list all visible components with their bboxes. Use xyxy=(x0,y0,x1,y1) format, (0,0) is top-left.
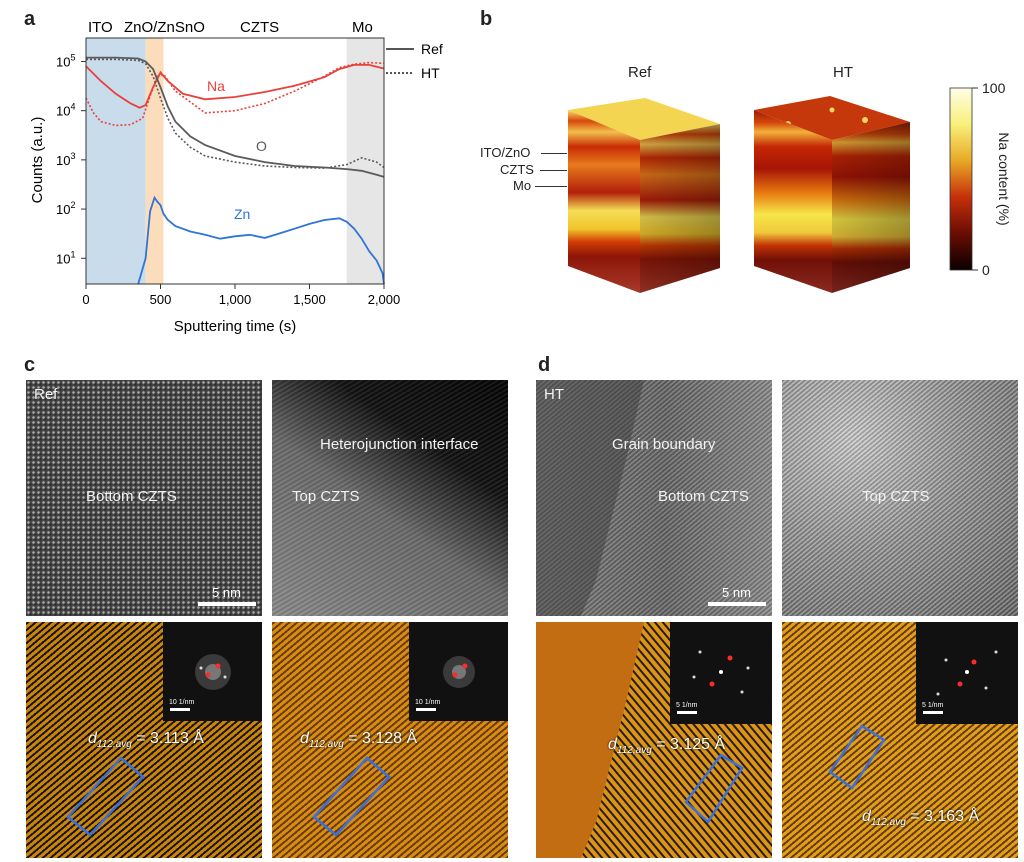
measurement-box-ref-bottom xyxy=(66,756,145,837)
y-tick-label: 102 xyxy=(56,200,75,217)
depth-profile-chart: 0 500 1,000 1,500 2,000 105 104 103 102 101 ITO Z… xyxy=(29,19,443,335)
layer-leader-2 xyxy=(540,170,567,171)
y-tick-label: 104 xyxy=(56,102,75,119)
measurement-box-ht-bottom xyxy=(684,753,744,824)
colorbar-max-label: 100 xyxy=(982,80,1006,96)
tem-ht-top-czts xyxy=(782,380,1018,616)
y-tick-label: 103 xyxy=(56,151,75,168)
ht-cube-top xyxy=(754,96,910,140)
scale-bar-label-ref: 5 nm xyxy=(212,585,241,600)
series-label-na: Na xyxy=(207,78,225,94)
tem-ht-bottom-czts xyxy=(536,380,772,616)
scale-bar-label-ht: 5 nm xyxy=(722,585,751,600)
panel-letter-a: a xyxy=(24,8,36,30)
y-tick-label: 105 xyxy=(56,52,75,69)
region-band-0 xyxy=(86,38,146,284)
d-spacing-ht-top: d112,avg = 3.163 Å xyxy=(862,808,980,828)
layer-leader-3 xyxy=(535,186,567,187)
region-label-mo: Mo xyxy=(352,19,373,36)
region-label-top-czts-ht: Top CZTS xyxy=(862,488,930,505)
d-spacing-ref-bottom: d112,avg = 3.113 Å xyxy=(88,730,204,750)
series-line-o-ref xyxy=(86,56,385,178)
colorbar xyxy=(949,87,973,271)
fft-scale-label-ref-bottom: 10 1/nm xyxy=(169,699,195,706)
grain-boundary-label: Grain boundary xyxy=(612,436,716,453)
layer-regions xyxy=(86,38,384,284)
region-band-1 xyxy=(145,38,164,284)
x-tick-label: 500 xyxy=(150,292,172,307)
grain-boundary-overlay xyxy=(536,380,644,616)
fft-scale-label-ht-top: 5 1/nm xyxy=(922,702,944,709)
region-label-top-czts-ref: Top CZTS xyxy=(292,488,360,505)
layer-label-mo: Mo xyxy=(513,178,532,193)
region-band-3 xyxy=(346,38,384,284)
series-line-na-ref xyxy=(85,64,385,109)
panel-letter-d: d xyxy=(538,354,551,376)
layer-label-ito-zno: ITO/ZnO xyxy=(480,145,531,160)
fft-scale-label-ref-top: 10 1/nm xyxy=(415,699,441,706)
panel-letter-b: b xyxy=(480,8,493,30)
colorbar-title: Na content (%) xyxy=(996,132,1012,226)
ht-cube-front xyxy=(754,110,832,293)
ref-cube-front xyxy=(568,110,640,293)
measurement-box-ht-top xyxy=(828,724,886,790)
region-label-bottom-czts-ht: Bottom CZTS xyxy=(658,488,749,505)
tem-ref-bottom-czts xyxy=(26,380,262,616)
layer-leader-1 xyxy=(541,153,567,154)
measurement-box-ref-top xyxy=(312,756,391,837)
region-label-ito: ITO xyxy=(88,19,113,36)
d-spacing-ref-top: d112,avg = 3.128 Å xyxy=(300,730,418,750)
y-axis-title: Counts (a.u.) xyxy=(29,117,46,204)
fft-scale-label-ht-bottom: 5 1/nm xyxy=(676,702,698,709)
d-spacing-ht-bottom: d112,avg = 3.125 Å xyxy=(608,736,726,756)
sample-label-ref: Ref xyxy=(34,386,58,403)
fft-inset-ref-bottom: 10 1/nm xyxy=(163,622,262,721)
x-tick-label: 2,000 xyxy=(368,292,401,307)
series-label-o: O xyxy=(256,138,267,154)
region-label-zno: ZnO/ZnSnO xyxy=(124,19,205,36)
fft-inset-ref-top: 10 1/nm xyxy=(409,622,508,721)
y-tick-label: 101 xyxy=(56,249,75,266)
x-tick-label: 0 xyxy=(82,292,89,307)
fft-inset-ht-bottom: 5 1/nm xyxy=(670,622,772,724)
colorbar-min-label: 0 xyxy=(982,262,990,278)
tem-ref-top-czts xyxy=(272,380,508,616)
cube-title-ref: Ref xyxy=(628,64,652,81)
series-label-zn: Zn xyxy=(234,206,250,222)
x-axis-title: Sputtering time (s) xyxy=(174,318,297,335)
sample-label-ht: HT xyxy=(544,386,564,403)
region-label-czts: CZTS xyxy=(240,19,279,36)
cube-title-ht: HT xyxy=(833,64,853,81)
scale-bar-ref xyxy=(198,602,256,606)
series-lines xyxy=(85,56,385,285)
scale-bar-ht xyxy=(708,602,766,606)
fft-inset-ht-top: 5 1/nm xyxy=(916,622,1018,724)
legend-label-ht: HT xyxy=(421,65,440,81)
x-tick-label: 1,500 xyxy=(293,292,326,307)
na-tomography-cubes xyxy=(568,87,978,293)
ref-cube-top xyxy=(568,98,720,140)
legend-label-ref: Ref xyxy=(421,41,443,57)
region-label-bottom-czts-ref: Bottom CZTS xyxy=(86,488,177,505)
series-line-zn-ref xyxy=(137,195,385,285)
x-tick-label: 1,000 xyxy=(219,292,252,307)
series-line-o-ht xyxy=(86,58,385,169)
panel-letter-c: c xyxy=(24,354,36,376)
heterojunction-interface-label: Heterojunction interface xyxy=(320,436,479,453)
layer-label-czts: CZTS xyxy=(500,162,534,177)
